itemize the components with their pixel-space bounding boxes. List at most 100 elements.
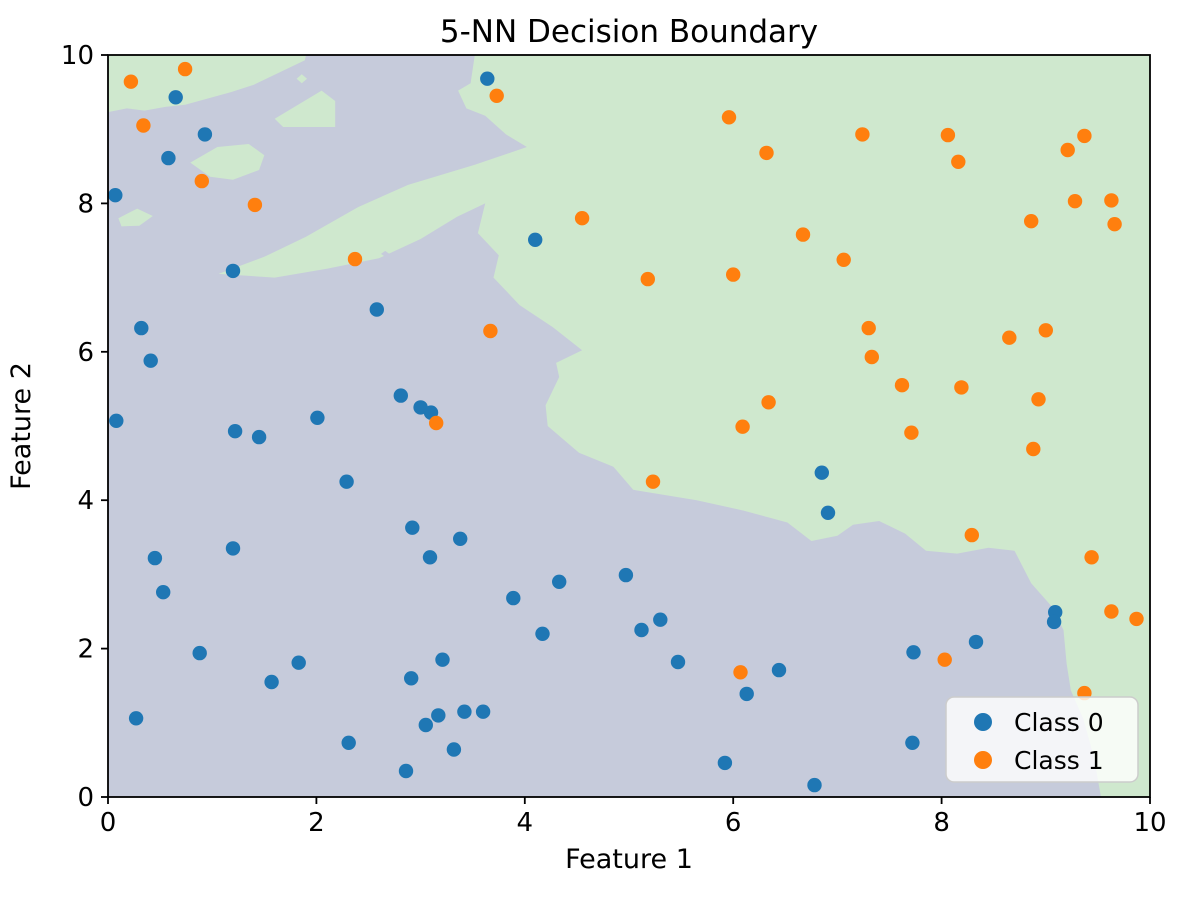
scatter-point-class0 (161, 150, 176, 166)
scatter-point-class1 (247, 197, 263, 213)
scatter-point-class0 (128, 711, 144, 726)
scatter-point-class0 (369, 302, 384, 317)
scatter-point-class0 (670, 654, 686, 670)
scatter-point-class0 (480, 71, 495, 86)
scatter-point-class1 (1031, 392, 1046, 407)
scatter-point-class1 (1060, 142, 1075, 158)
scatter-point-class1 (735, 419, 750, 434)
region-class0-island (381, 250, 390, 257)
scatter-point-class0 (109, 413, 124, 428)
scatter-point-class1 (1077, 128, 1092, 144)
y-axis: 0 2 4 6 8 10 (61, 41, 108, 813)
legend: Class 0 Class 1 (945, 696, 1139, 783)
scatter-point-class0 (446, 742, 462, 757)
scatter-point-class0 (197, 127, 213, 142)
y-axis-label: Feature 2 (6, 362, 37, 490)
scatter-point-class1 (864, 349, 879, 365)
scatter-point-class1 (429, 415, 444, 431)
scatter-point-class1 (836, 252, 851, 267)
scatter-point-class1 (1067, 194, 1083, 209)
scatter-point-class1 (904, 425, 919, 440)
scatter-point-class1 (733, 665, 748, 680)
scatter-point-class0 (225, 263, 241, 279)
legend-box (945, 696, 1139, 783)
scatter-point-class0 (341, 735, 356, 750)
scatter-point-class0 (431, 708, 446, 723)
scatter-point-class1 (640, 271, 655, 287)
scatter-point-class0 (717, 755, 733, 771)
x-tick-label: 10 (1133, 808, 1166, 838)
scatter-point-class0 (418, 717, 433, 733)
legend-label-class0: Class 0 (1014, 708, 1104, 737)
scatter-point-class0 (820, 505, 836, 520)
scatter-point-class0 (807, 777, 822, 793)
scatter-point-class1 (940, 127, 956, 143)
region-class1 (296, 74, 307, 84)
x-tick-label: 2 (308, 808, 325, 838)
plot-border (107, 54, 1151, 798)
scatter-point-class1 (574, 211, 590, 226)
x-axis: 0 2 4 6 8 10 (100, 797, 1167, 838)
legend-label-class1: Class 1 (1014, 746, 1104, 775)
series-class-1 (123, 61, 1144, 701)
scatter-point-class1 (964, 527, 979, 543)
scatter-point-class0 (739, 686, 754, 702)
scatter-point-class0 (143, 353, 158, 368)
x-tick-label: 0 (100, 808, 117, 838)
region-class1 (190, 144, 265, 180)
scatter-point-class0 (251, 429, 267, 445)
scatter-point-class0 (398, 763, 414, 779)
scatter-point-class1 (136, 118, 151, 133)
x-tick-label: 8 (933, 808, 950, 838)
scatter-point-class0 (156, 585, 171, 600)
scatter-point-class1 (795, 227, 811, 242)
scatter-point-class0 (506, 590, 521, 606)
scatter-point-class0 (814, 465, 829, 480)
series-class-0 (108, 71, 1063, 793)
scatter-point-class1 (894, 378, 910, 393)
scatter-point-class1 (861, 320, 876, 336)
scatter-point-class0 (968, 634, 984, 650)
y-tick-label: 10 (61, 41, 94, 71)
scatter-point-class1 (726, 267, 741, 282)
scatter-point-class1 (1026, 441, 1041, 457)
region-class1 (218, 55, 1150, 797)
scatter-point-class1 (1129, 611, 1144, 627)
scatter-point-class1 (1107, 217, 1122, 232)
scatter-point-class0 (404, 671, 419, 686)
scatter-points (108, 61, 1144, 793)
scatter-point-class0 (618, 567, 634, 583)
scatter-point-class0 (457, 704, 472, 719)
scatter-point-class0 (634, 622, 649, 638)
scatter-point-class0 (1046, 614, 1062, 630)
scatter-point-class0 (147, 550, 163, 566)
scatter-point-class1 (483, 323, 498, 339)
scatter-point-class1 (855, 127, 870, 142)
x-tick-label: 4 (517, 808, 534, 838)
scatter-point-class0 (108, 188, 123, 203)
scatter-point-class0 (771, 662, 787, 678)
scatter-point-class1 (1084, 550, 1099, 565)
region-class1 (274, 90, 336, 127)
y-tick-label: 6 (77, 338, 94, 368)
scatter-point-class1 (937, 652, 952, 667)
scatter-point-class1 (645, 474, 661, 489)
region-class1 (118, 208, 153, 227)
scatter-point-class1 (1023, 214, 1039, 229)
scatter-point-class1 (347, 251, 363, 267)
scatter-point-class0 (552, 574, 567, 589)
scatter-point-class1 (1104, 604, 1119, 619)
scatter-point-class0 (535, 626, 550, 641)
scatter-point-class1 (761, 395, 776, 410)
scatter-point-class0 (227, 424, 243, 439)
scatter-point-class0 (453, 531, 468, 546)
scatter-point-class1 (489, 88, 504, 104)
scatter-point-class0 (291, 655, 306, 670)
scatter-point-class0 (310, 410, 325, 425)
y-tick-label: 8 (77, 189, 94, 219)
scatter-point-class1 (954, 380, 969, 395)
decision-regions (108, 55, 1150, 797)
region-class1 (108, 55, 306, 113)
